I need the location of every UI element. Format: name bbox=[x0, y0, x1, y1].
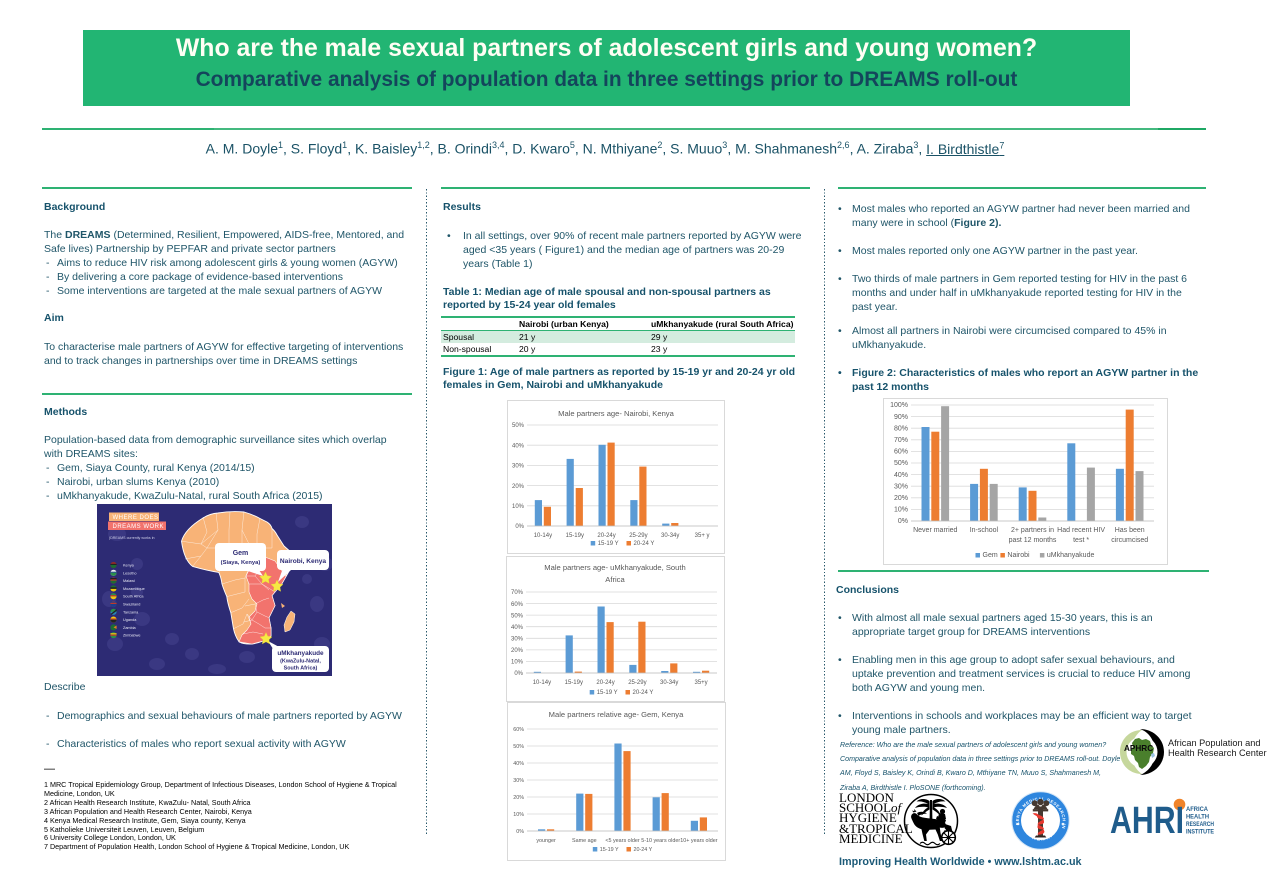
svg-text:Has been: Has been bbox=[1115, 527, 1145, 534]
svg-text:RESEARCH: RESEARCH bbox=[1186, 821, 1214, 828]
svg-text:DREAMS WORK: DREAMS WORK bbox=[113, 524, 165, 530]
svg-text:Lesotho: Lesotho bbox=[123, 571, 137, 575]
svg-text:60%: 60% bbox=[511, 602, 524, 608]
svg-text:20-24y: 20-24y bbox=[596, 680, 614, 686]
svg-text:test *: test * bbox=[1073, 537, 1089, 544]
svg-text:30%: 30% bbox=[511, 637, 524, 643]
svg-text:Mozambique: Mozambique bbox=[123, 587, 145, 591]
svg-text:(Siaya, Kenya): (Siaya, Kenya) bbox=[221, 560, 261, 566]
svg-text:20%: 20% bbox=[511, 648, 524, 654]
svg-text:50%: 50% bbox=[512, 423, 525, 429]
svg-text:15-19y: 15-19y bbox=[566, 533, 584, 539]
svg-text:AHRI: AHRI bbox=[1110, 800, 1184, 838]
svg-text:Male partners age- uMkhanyakud: Male partners age- uMkhanyakude, South bbox=[544, 563, 685, 572]
svg-text:AFRICA: AFRICA bbox=[1186, 806, 1208, 813]
svg-text:10+ years older: 10+ years older bbox=[680, 838, 718, 844]
svg-text:20-24 Y: 20-24 Y bbox=[633, 690, 654, 696]
svg-text:50%: 50% bbox=[513, 744, 524, 750]
svg-text:Had recent HIV: Had recent HIV bbox=[1057, 527, 1105, 534]
svg-text:APHRC: APHRC bbox=[1124, 744, 1153, 753]
svg-text:70%: 70% bbox=[511, 590, 524, 596]
svg-text:(DREAMS currently works in: (DREAMS currently works in bbox=[109, 536, 155, 540]
svg-text:15-19 Y: 15-19 Y bbox=[597, 690, 618, 696]
svg-text:0%: 0% bbox=[514, 671, 523, 677]
svg-text:30-34y: 30-34y bbox=[660, 680, 678, 686]
svg-text:Nairobi, Kenya: Nairobi, Kenya bbox=[280, 558, 327, 565]
svg-text:Zambia: Zambia bbox=[123, 626, 137, 630]
svg-text:Gem: Gem bbox=[983, 552, 998, 559]
svg-text:60%: 60% bbox=[513, 727, 524, 733]
svg-text:0%: 0% bbox=[516, 829, 524, 835]
svg-text:15-19 Y: 15-19 Y bbox=[600, 847, 619, 853]
svg-text:Swaziland: Swaziland bbox=[123, 603, 140, 607]
svg-text:WHERE DOES: WHERE DOES bbox=[113, 515, 159, 521]
svg-text:30%: 30% bbox=[894, 483, 908, 490]
svg-text:uMkhanyakude: uMkhanyakude bbox=[277, 650, 324, 657]
svg-text:HEALTH: HEALTH bbox=[1186, 814, 1209, 821]
svg-text:past 12 months: past 12 months bbox=[1009, 537, 1057, 544]
svg-text:30%: 30% bbox=[513, 778, 524, 784]
svg-text:30-34y: 30-34y bbox=[661, 533, 679, 539]
svg-text:In-school: In-school bbox=[970, 527, 999, 534]
svg-text:40%: 40% bbox=[513, 761, 524, 767]
svg-text:40%: 40% bbox=[512, 443, 525, 449]
svg-text:circumcised: circumcised bbox=[1111, 537, 1148, 544]
svg-text:20-24y: 20-24y bbox=[597, 533, 615, 539]
svg-text:10%: 10% bbox=[512, 504, 525, 510]
svg-text:20-24 Y: 20-24 Y bbox=[634, 541, 655, 547]
svg-text:40%: 40% bbox=[894, 472, 908, 479]
svg-text:Male partners age- Nairobi, Ke: Male partners age- Nairobi, Kenya bbox=[558, 409, 674, 418]
svg-text:Nairobi: Nairobi bbox=[1007, 552, 1030, 559]
svg-text:50%: 50% bbox=[894, 460, 908, 467]
svg-text:10%: 10% bbox=[513, 812, 524, 818]
svg-text:0%: 0% bbox=[515, 524, 524, 530]
svg-text:Never married: Never married bbox=[913, 527, 957, 534]
svg-text:Gem: Gem bbox=[233, 550, 249, 557]
svg-text:INSTITUTE: INSTITUTE bbox=[1186, 829, 1214, 836]
svg-text:0%: 0% bbox=[898, 518, 908, 525]
svg-text:South Africa): South Africa) bbox=[284, 666, 318, 672]
svg-text:100%: 100% bbox=[890, 402, 908, 409]
svg-text:30%: 30% bbox=[512, 464, 525, 470]
svg-text:15-19y: 15-19y bbox=[565, 680, 583, 686]
svg-text:10-14y: 10-14y bbox=[533, 680, 551, 686]
svg-text:20-24 Y: 20-24 Y bbox=[634, 847, 653, 853]
svg-text:25-29y: 25-29y bbox=[629, 533, 647, 539]
svg-text:20%: 20% bbox=[894, 495, 908, 502]
svg-text:15-19 Y: 15-19 Y bbox=[598, 541, 619, 547]
svg-text:90%: 90% bbox=[894, 414, 908, 421]
svg-text:20%: 20% bbox=[512, 484, 525, 490]
svg-text:2+ partners in: 2+ partners in bbox=[1011, 527, 1054, 534]
svg-text:Africa: Africa bbox=[605, 575, 625, 584]
svg-text:40%: 40% bbox=[511, 625, 524, 631]
svg-text:<5 years older: <5 years older bbox=[605, 838, 640, 844]
svg-text:Malawi: Malawi bbox=[123, 579, 135, 583]
svg-text:uMkhanyakude: uMkhanyakude bbox=[1047, 552, 1095, 559]
svg-text:10%: 10% bbox=[511, 660, 524, 666]
svg-text:70%: 70% bbox=[894, 437, 908, 444]
svg-text:35+y: 35+y bbox=[695, 680, 708, 686]
svg-text:80%: 80% bbox=[894, 425, 908, 432]
svg-text:KEMRI: KEMRI bbox=[1031, 833, 1054, 843]
svg-text:35+ y: 35+ y bbox=[695, 533, 710, 539]
svg-text:25-29y: 25-29y bbox=[628, 680, 646, 686]
svg-text:Uganda: Uganda bbox=[123, 618, 137, 622]
svg-text:5-10 years older: 5-10 years older bbox=[641, 838, 680, 844]
svg-text:Same age: Same age bbox=[572, 838, 597, 844]
svg-text:10-14y: 10-14y bbox=[534, 533, 552, 539]
svg-text:Zimbabwe: Zimbabwe bbox=[123, 634, 141, 638]
svg-text:(KwaZulu-Natal,: (KwaZulu-Natal, bbox=[280, 659, 321, 665]
svg-text:Tanzania: Tanzania bbox=[123, 610, 139, 614]
svg-text:Kenya: Kenya bbox=[123, 564, 135, 568]
svg-text:50%: 50% bbox=[511, 613, 524, 619]
svg-text:younger: younger bbox=[536, 838, 556, 844]
svg-text:Male partners relative age- Ge: Male partners relative age- Gem, Kenya bbox=[549, 710, 684, 719]
svg-text:South Africa: South Africa bbox=[123, 595, 144, 599]
svg-text:10%: 10% bbox=[894, 507, 908, 514]
svg-text:60%: 60% bbox=[894, 449, 908, 456]
svg-text:20%: 20% bbox=[513, 795, 524, 801]
